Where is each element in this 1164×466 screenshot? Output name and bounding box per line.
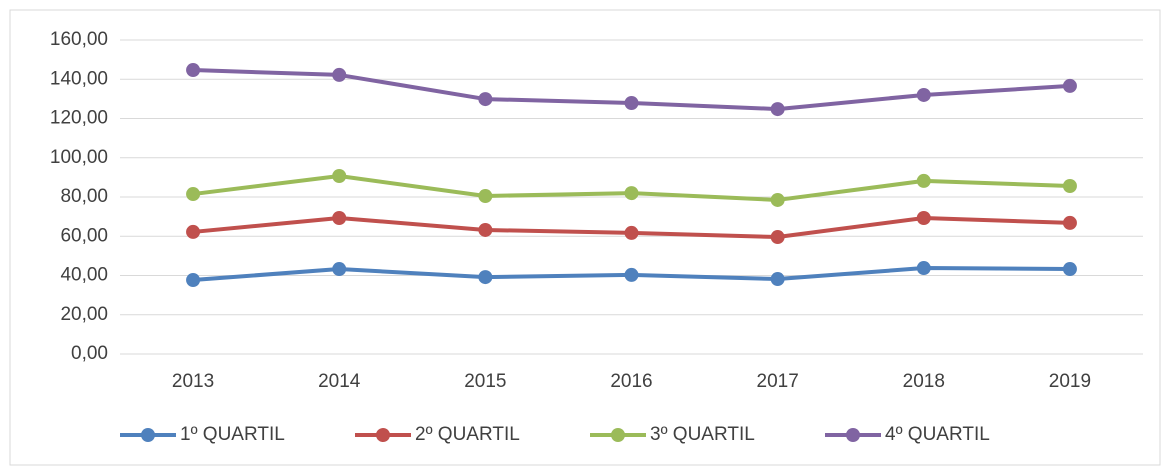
y-tick-label: 140,00 [50, 68, 108, 89]
y-tick-label: 20,00 [60, 304, 108, 325]
legend-label: 4º QUARTIL [885, 424, 990, 445]
data-point [478, 270, 493, 285]
y-tick-label: 0,00 [71, 343, 108, 364]
data-point [478, 222, 493, 237]
legend-label: 2º QUARTIL [415, 424, 520, 445]
data-point [478, 92, 493, 107]
data-point [916, 87, 931, 102]
data-point [916, 210, 931, 225]
data-point [186, 224, 201, 239]
x-tick-label: 2019 [1049, 371, 1091, 392]
data-point [1062, 179, 1077, 194]
data-point [186, 187, 201, 202]
x-tick-label: 2015 [464, 371, 506, 392]
chart-frame [9, 9, 1161, 466]
data-point [916, 261, 931, 276]
data-point [332, 169, 347, 184]
data-point [186, 63, 201, 78]
data-point [1062, 215, 1077, 230]
x-tick-label: 2014 [318, 371, 361, 392]
legend-marker [611, 428, 625, 442]
data-point [770, 192, 785, 207]
legend-marker [141, 428, 155, 442]
legend-marker [376, 428, 390, 442]
data-point [916, 173, 931, 188]
data-point [186, 273, 201, 288]
data-point [770, 230, 785, 245]
x-tick-label: 2013 [172, 371, 214, 392]
data-point [332, 262, 347, 277]
data-point [624, 95, 639, 110]
legend-label: 1º QUARTIL [180, 424, 285, 445]
data-point [332, 210, 347, 225]
y-tick-label: 120,00 [50, 108, 108, 129]
data-point [624, 225, 639, 240]
x-tick-label: 2017 [757, 371, 799, 392]
data-point [770, 272, 785, 287]
y-tick-label: 60,00 [60, 225, 108, 246]
x-tick-label: 2018 [903, 371, 945, 392]
legend-marker [846, 428, 860, 442]
x-tick-label: 2016 [610, 371, 652, 392]
data-point [1062, 262, 1077, 277]
y-tick-label: 100,00 [50, 147, 108, 168]
data-point [478, 189, 493, 204]
y-tick-label: 160,00 [50, 29, 108, 50]
data-point [624, 267, 639, 282]
y-tick-label: 40,00 [60, 265, 108, 286]
legend-label: 3º QUARTIL [650, 424, 755, 445]
data-point [624, 186, 639, 201]
data-point [770, 102, 785, 117]
data-point [332, 67, 347, 82]
y-tick-label: 80,00 [60, 186, 108, 207]
data-point [1062, 78, 1077, 93]
